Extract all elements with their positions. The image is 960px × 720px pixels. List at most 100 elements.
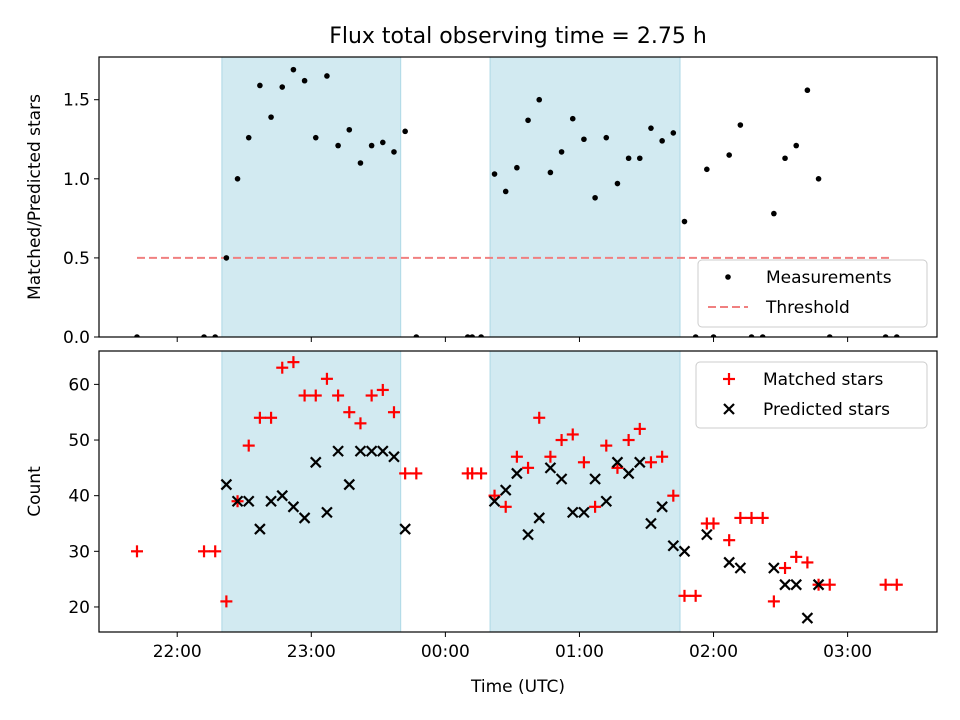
measurement-point (223, 255, 230, 261)
plot-area (130, 356, 903, 624)
predicted-star-d2 (779, 578, 791, 591)
matched-star-point (622, 434, 635, 447)
legend-predicted-label: Predicted stars (763, 400, 890, 420)
top-panel: 0.0 0.5 1.0 1.5 Matched/Predicted stars Measu… (25, 56, 938, 348)
predicted-star-point (309, 456, 322, 469)
predicted-star-point (734, 562, 747, 574)
measurement-point (234, 176, 241, 182)
predicted-star-point (287, 501, 300, 513)
matched-star-point (678, 589, 691, 602)
predicted-star-point (511, 467, 523, 480)
measurement-point (882, 334, 889, 337)
measurement-point (279, 84, 286, 90)
predicted-star-d2 (555, 473, 568, 485)
predicted-star-point (276, 489, 289, 502)
measurement-point (290, 66, 297, 73)
matched-star-point (544, 450, 557, 463)
y-axis-label: Count (25, 466, 45, 517)
predicted-star-point (801, 612, 814, 624)
predicted-star-d2 (276, 489, 289, 502)
y-tick-label: 40 (68, 487, 90, 507)
measurement-point (670, 130, 677, 136)
predicted-star-d2 (399, 523, 411, 535)
shaded-interval (221, 56, 402, 338)
measurement-point (648, 125, 654, 131)
matched-star-point (890, 578, 903, 591)
matched-star-point (220, 595, 233, 608)
predicted-star-point (332, 445, 344, 457)
measurement-point (402, 128, 408, 135)
matched-star-point (298, 389, 311, 402)
predicted-star-point (555, 473, 568, 485)
measurement-point (391, 149, 397, 155)
matched-star-point (320, 372, 333, 385)
predicted-star-d2 (321, 506, 333, 519)
predicted-star-point (544, 462, 557, 474)
matched-star-point (633, 422, 646, 435)
shaded-interval (221, 350, 402, 633)
matched-star-point (589, 500, 602, 513)
measurement-point (245, 134, 252, 141)
measurement-point (581, 136, 587, 143)
matched-star-point (253, 411, 266, 424)
matched-star-point (790, 550, 803, 563)
measurement-point (771, 210, 777, 217)
matched-star-point (475, 467, 488, 480)
measurement-point (692, 334, 699, 337)
predicted-star-point (533, 512, 546, 524)
predicted-star-point (231, 495, 244, 508)
predicted-star-point (399, 523, 411, 535)
legend-predicted-marker (723, 403, 735, 415)
plot-frame (98, 350, 938, 633)
matched-star-point (242, 439, 255, 452)
plot-area (134, 66, 900, 337)
matched-star-point (287, 356, 300, 369)
matched-star-point (555, 434, 568, 447)
matched-star-point (667, 489, 680, 502)
predicted-star-d2 (645, 517, 657, 530)
predicted-star-point (790, 578, 802, 591)
measurement-point (726, 152, 732, 158)
measurement-point (301, 77, 308, 84)
predicted-star-point (611, 456, 624, 469)
legend: Measurements Threshold (697, 259, 928, 328)
matched-star-point (309, 389, 322, 402)
legend-matched-label: Matched stars (763, 370, 883, 390)
predicted-star-d2 (365, 445, 378, 457)
measurement-point (826, 334, 833, 337)
measurement-point (793, 142, 800, 149)
legend-threshold-label: Threshold (765, 298, 850, 318)
matched-star-point (332, 389, 345, 402)
matched-star-point (410, 467, 423, 480)
matched-star-point (600, 439, 613, 452)
predicted-star-d2 (634, 456, 646, 469)
measurement-point (134, 334, 140, 337)
matched-star-point (399, 467, 412, 480)
measurement-point (312, 134, 319, 141)
measurement-point (268, 114, 274, 120)
x-axis-label: Time (UTC) (470, 677, 565, 697)
predicted-star-point (343, 478, 356, 491)
matched-star-point (644, 456, 657, 469)
x-tick-label: 01:00 (555, 642, 604, 662)
predicted-star-point (388, 450, 400, 463)
predicted-star-point (566, 506, 579, 519)
y-tick-label: 50 (68, 431, 90, 451)
predicted-star-point (667, 539, 680, 552)
predicted-star-d2 (678, 545, 691, 558)
y-tick-label: 60 (68, 375, 90, 395)
predicted-star-d2 (600, 495, 613, 508)
measurement-point (464, 334, 471, 337)
measurement-point (710, 334, 717, 337)
predicted-star-point (622, 467, 635, 480)
matched-star-point (343, 406, 356, 419)
predicted-star-point (645, 517, 657, 530)
predicted-star-d2 (768, 562, 780, 574)
predicted-star-point (812, 578, 825, 591)
predicted-star-d2 (578, 506, 590, 519)
predicted-star-d2 (231, 495, 244, 508)
matched-star-point (656, 450, 669, 463)
predicted-star-point (578, 506, 590, 519)
predicted-star-d2 (544, 462, 557, 474)
